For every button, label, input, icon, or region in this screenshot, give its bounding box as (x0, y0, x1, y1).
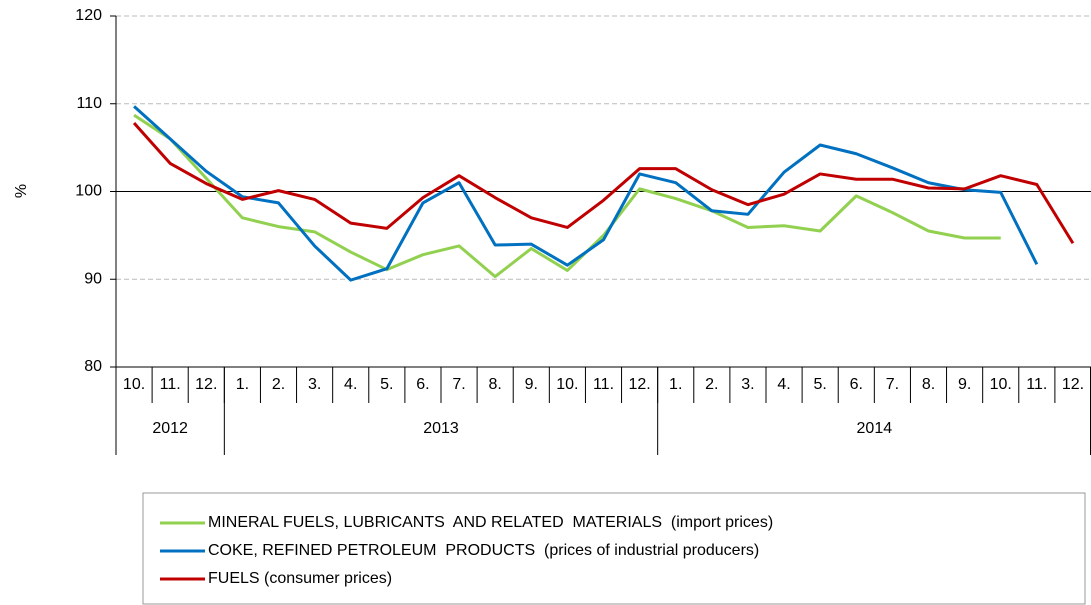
x-tick-label: 2. (705, 376, 718, 393)
x-tick-label: 8. (922, 376, 935, 393)
series-line (132, 122, 1075, 245)
x-tick-label: 3. (308, 376, 321, 393)
x-tick-label: 6. (416, 376, 429, 393)
x-tick-label: 12. (628, 376, 650, 393)
x-tick-label: 4. (777, 376, 790, 393)
x-tick-label: 10. (123, 376, 145, 393)
legend-label: FUELS (consumer prices) (208, 570, 392, 587)
x-tick-label: 2. (272, 376, 285, 393)
group-label: 2012 (152, 420, 188, 437)
x-tick-label: 11. (593, 376, 614, 393)
x-tick-label: 6. (850, 376, 863, 393)
x-tick-label: 5. (380, 376, 393, 393)
x-tick-label: 1. (236, 376, 249, 393)
y-tick-label: 90 (84, 270, 102, 287)
y-tick-label: 80 (84, 358, 102, 375)
y-tick-label: 120 (75, 7, 102, 24)
y-tick-label: 110 (76, 95, 102, 112)
legend-label: MINERAL FUELS, LUBRICANTS AND RELATED MA… (208, 514, 773, 531)
group-label: 2014 (857, 420, 893, 437)
group-label: 2013 (423, 420, 459, 437)
x-tick-label: 11. (160, 376, 181, 393)
x-tick-label: 11. (1026, 376, 1047, 393)
x-tick-label: 7. (452, 376, 465, 393)
x-tick-label: 7. (886, 376, 899, 393)
x-tick-label: 12. (1062, 376, 1084, 393)
x-tick-label: 1. (669, 376, 682, 393)
x-tick-label: 8. (488, 376, 501, 393)
x-tick-label: 10. (990, 376, 1012, 393)
x-tick-label: 9. (958, 376, 971, 393)
legend (142, 492, 1086, 605)
y-axis-label: % (13, 184, 30, 198)
series-line (133, 113, 1001, 279)
x-tick-label: 10. (556, 376, 578, 393)
x-tick-label: 12. (195, 376, 217, 393)
y-tick-label: 100 (75, 183, 102, 200)
x-tick-label: 9. (525, 376, 538, 393)
x-tick-label: 5. (813, 376, 826, 393)
legend-label: COKE, REFINED PETROLEUM PRODUCTS (prices… (208, 542, 759, 559)
series-line (133, 105, 1039, 282)
x-tick-label: 4. (344, 376, 357, 393)
x-tick-label: 3. (741, 376, 754, 393)
